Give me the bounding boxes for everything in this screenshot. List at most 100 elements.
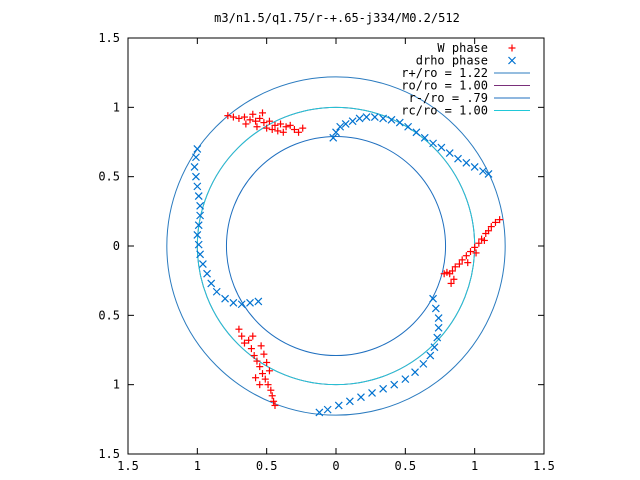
data-point bbox=[261, 375, 269, 383]
data-point bbox=[277, 120, 285, 128]
legend-label: rc/ro = 1.00 bbox=[401, 104, 488, 118]
data-point bbox=[256, 381, 264, 389]
x-tick-label: 1.5 bbox=[117, 459, 139, 473]
data-point bbox=[257, 342, 265, 350]
data-point bbox=[240, 113, 248, 121]
data-point bbox=[487, 223, 495, 231]
circle-2 bbox=[225, 135, 447, 357]
axis-ticks: 1.5 1 0.5 0 0.5 1 1.51.510.500.511.5 bbox=[98, 31, 555, 473]
data-point bbox=[451, 263, 459, 271]
data-point bbox=[295, 128, 303, 136]
data-point bbox=[274, 127, 282, 135]
data-point bbox=[224, 112, 232, 120]
legend-label: r+/ro = 1.22 bbox=[401, 66, 488, 80]
data-point bbox=[265, 367, 273, 375]
data-point bbox=[259, 370, 267, 378]
legend-label: r-/ro = .79 bbox=[409, 91, 488, 105]
data-point bbox=[470, 163, 479, 171]
data-point bbox=[242, 120, 250, 128]
data-point bbox=[429, 139, 437, 148]
data-point bbox=[265, 117, 273, 125]
data-point bbox=[462, 158, 471, 167]
circle-0 bbox=[166, 76, 506, 416]
data-point bbox=[235, 325, 243, 333]
data-point bbox=[229, 298, 238, 307]
data-point bbox=[286, 121, 294, 129]
data-point bbox=[256, 363, 264, 371]
circle-3 bbox=[196, 106, 476, 386]
data-point bbox=[430, 343, 439, 352]
data-point bbox=[194, 192, 203, 201]
data-point bbox=[496, 216, 504, 224]
data-point bbox=[260, 350, 268, 358]
data-point bbox=[256, 114, 264, 122]
data-point bbox=[412, 128, 421, 137]
data-point bbox=[252, 117, 260, 125]
data-point bbox=[420, 133, 429, 142]
legend-marker bbox=[508, 56, 516, 65]
data-point bbox=[434, 314, 443, 323]
reference-circles bbox=[166, 76, 506, 416]
data-point bbox=[194, 221, 203, 230]
data-point bbox=[221, 294, 229, 303]
data-point bbox=[193, 145, 202, 153]
legend-label: W phase bbox=[437, 41, 488, 55]
data-point bbox=[479, 167, 487, 176]
data-point bbox=[355, 114, 364, 123]
legend-marker bbox=[508, 44, 516, 52]
data-point bbox=[471, 243, 479, 251]
data-point bbox=[246, 116, 254, 124]
chart-title: m3/n1.5/q1.75/r-+.65-j334/M0.2/512 bbox=[214, 11, 460, 25]
data-point bbox=[329, 133, 338, 142]
data-point bbox=[190, 163, 199, 171]
data-point bbox=[237, 300, 246, 309]
data-point bbox=[240, 339, 248, 347]
data-point bbox=[192, 153, 200, 162]
series-w-phase bbox=[224, 109, 504, 409]
data-point bbox=[253, 357, 261, 365]
data-point bbox=[434, 323, 443, 332]
x-tick-label: 1.5 bbox=[533, 459, 555, 473]
data-point bbox=[379, 114, 388, 123]
data-point bbox=[268, 126, 276, 134]
legend-label: ro/ro = 1.00 bbox=[401, 79, 488, 93]
series-drho-phase bbox=[190, 113, 493, 417]
data-point bbox=[437, 143, 446, 152]
data-point bbox=[263, 358, 271, 366]
data-point bbox=[395, 118, 404, 127]
data-point bbox=[404, 122, 413, 131]
data-point bbox=[401, 375, 410, 384]
data-point bbox=[282, 123, 290, 131]
y-tick-label: 1 bbox=[113, 378, 120, 392]
data-point bbox=[334, 401, 343, 410]
data-point bbox=[235, 114, 243, 122]
data-point bbox=[484, 169, 493, 178]
data-point bbox=[336, 122, 345, 131]
data-point bbox=[348, 117, 357, 126]
data-point bbox=[362, 113, 371, 121]
data-point bbox=[299, 124, 307, 132]
data-point bbox=[411, 368, 419, 377]
data-point bbox=[426, 351, 435, 360]
data-point bbox=[345, 397, 354, 406]
data-point bbox=[249, 110, 257, 118]
y-tick-label: 1.5 bbox=[98, 31, 120, 45]
data-point bbox=[454, 154, 462, 163]
data-point bbox=[193, 182, 202, 191]
data-point bbox=[270, 397, 278, 405]
legend-label: drho phase bbox=[416, 54, 488, 68]
data-point bbox=[193, 230, 202, 239]
data-point bbox=[458, 256, 466, 264]
data-point bbox=[192, 172, 200, 181]
data-point bbox=[431, 304, 440, 313]
data-point bbox=[370, 113, 379, 121]
data-point bbox=[207, 279, 216, 288]
y-tick-label: 1 bbox=[113, 100, 120, 114]
data-point bbox=[245, 336, 253, 344]
data-point bbox=[455, 260, 463, 268]
data-point bbox=[271, 401, 279, 409]
data-point bbox=[238, 332, 246, 340]
x-tick-label: 1 bbox=[471, 459, 478, 473]
